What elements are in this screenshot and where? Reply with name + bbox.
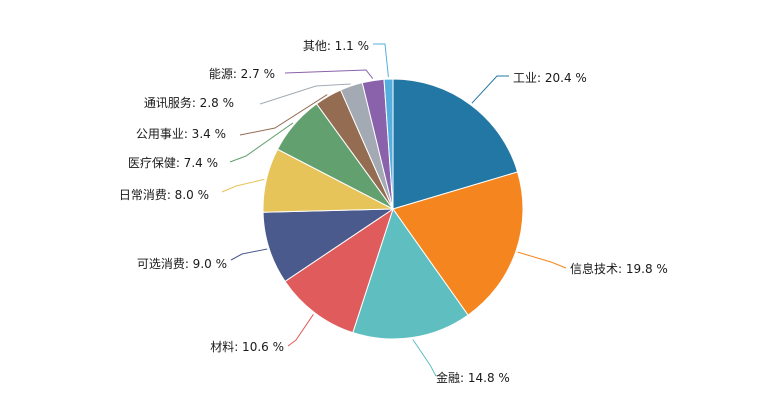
leader-line-8 bbox=[239, 94, 328, 136]
leader-line-6 bbox=[221, 178, 265, 193]
slice-label-5: 可选消费: 9.0 % bbox=[137, 257, 227, 271]
slice-label-2: 信息技术: 19.8 % bbox=[570, 261, 668, 276]
slice-label-3: 金融: 14.8 % bbox=[436, 370, 510, 385]
pie-slice-1 bbox=[392, 78, 519, 210]
slice-label-8: 公用事业: 3.4 % bbox=[136, 127, 226, 141]
leader-line-7 bbox=[229, 122, 294, 163]
pie-slice-3 bbox=[352, 207, 469, 340]
leader-line-4 bbox=[287, 314, 314, 347]
slice-label-4: 材料: 10.6 % bbox=[210, 340, 284, 354]
labels-layer: 工业: 20.4 % 信息技术: 19.8 % 金融: 14.8 % 材料: 10.6… bbox=[119, 39, 668, 385]
leader-lines-layer bbox=[221, 43, 567, 377]
pie-slice-11 bbox=[383, 78, 394, 210]
slice-label-6: 日常消费: 8.0 % bbox=[119, 188, 209, 202]
slice-label-11: 其他: 1.1 % bbox=[303, 39, 369, 53]
leader-line-3 bbox=[412, 339, 437, 377]
leader-line-11 bbox=[373, 43, 389, 78]
slice-label-1: 工业: 20.4 % bbox=[513, 71, 587, 85]
pie-slice-4 bbox=[284, 207, 394, 334]
leader-line-10 bbox=[284, 69, 374, 79]
slice-label-9: 通讯服务: 2.8 % bbox=[144, 95, 234, 110]
leader-line-5 bbox=[230, 248, 268, 261]
pie-slice-2 bbox=[392, 171, 524, 316]
leader-line-9 bbox=[259, 83, 351, 105]
slice-label-7: 医疗保健: 7.4 % bbox=[128, 156, 218, 170]
slice-label-10: 能源: 2.7 % bbox=[209, 67, 275, 81]
slices-layer bbox=[262, 78, 524, 340]
leader-line-1 bbox=[471, 75, 509, 104]
leader-line-2 bbox=[517, 251, 567, 269]
